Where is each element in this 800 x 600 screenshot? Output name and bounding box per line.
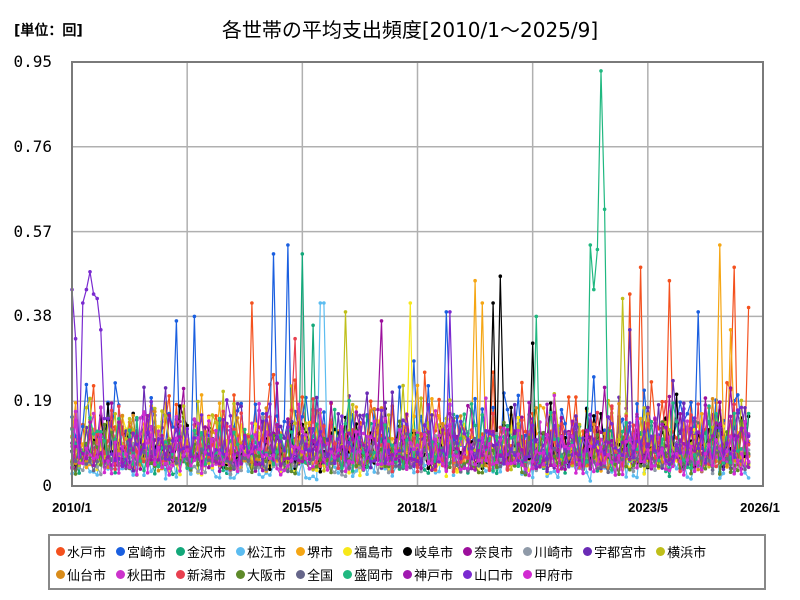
legend-marker-icon [403,547,413,556]
legend: 水戸市 宮崎市 金沢市 松江市 堺市 福島市 岐阜市 奈良市 川崎市 宇都宮市 横浜市 仙台市 秋田市… [48,534,766,590]
legend-item: 宇都宮市 [583,542,646,561]
legend-marker-icon [176,547,186,556]
x-tick-label: 2023/5 [628,500,668,515]
legend-label: 盛岡市 [354,569,394,584]
x-tick-label: 2020/9 [512,500,552,515]
legend-item: 全国 [296,565,333,584]
legend-row: 仙台市 秋田市 新潟市 大阪市 全国 盛岡市 神戸市 山口市 甲府市 [56,563,758,586]
legend-row: 水戸市 宮崎市 金沢市 松江市 堺市 福島市 岐阜市 奈良市 川崎市 宇都宮市 横浜市 [56,540,758,563]
legend-label: 横浜市 [667,546,707,561]
legend-item: 宮崎市 [116,542,166,561]
y-tick-label: 0 [42,476,52,495]
x-tick-label: 2018/1 [397,500,437,515]
legend-item: 川崎市 [523,542,573,561]
legend-label: 岐阜市 [414,546,454,561]
legend-marker-icon [343,570,353,579]
legend-label: 山口市 [474,569,514,584]
legend-item: 大阪市 [236,565,286,584]
legend-marker-icon [523,547,533,556]
legend-label: 仙台市 [67,569,107,584]
legend-label: 金沢市 [187,546,227,561]
unit-label: [単位：回] [14,23,83,39]
legend-label: 全国 [307,569,334,584]
legend-marker-icon [116,570,126,579]
legend-marker-icon [116,547,126,556]
legend-label: 大阪市 [247,569,287,584]
legend-item: 横浜市 [656,542,706,561]
legend-marker-icon [403,570,413,579]
legend-label: 神戸市 [414,569,454,584]
legend-item: 福島市 [343,542,393,561]
legend-marker-icon [296,570,306,579]
legend-item: 奈良市 [463,542,513,561]
legend-marker-icon [523,570,533,579]
legend-label: 宇都宮市 [594,546,647,561]
legend-marker-icon [236,570,246,579]
y-tick-label: 0.57 [13,222,52,241]
legend-marker-icon [56,547,65,556]
legend-item: 仙台市 [56,565,106,584]
legend-label: 福島市 [354,546,394,561]
legend-item: 秋田市 [116,565,166,584]
x-tick-label: 2015/5 [282,500,322,515]
legend-marker-icon [656,547,666,556]
legend-marker-icon [176,570,186,579]
y-tick-label: 0.95 [13,52,52,71]
legend-item: 岐阜市 [403,542,453,561]
legend-marker-icon [236,547,246,556]
chart-title: 各世帯の平均支出頻度[2010/1～2025/9] [221,18,599,42]
legend-marker-icon [583,547,593,556]
legend-label: 川崎市 [534,546,574,561]
legend-item: 盛岡市 [343,565,393,584]
legend-item: 水戸市 [56,542,106,561]
legend-marker-icon [296,547,306,556]
legend-label: 堺市 [307,546,334,561]
legend-item: 松江市 [236,542,286,561]
legend-label: 新潟市 [187,569,227,584]
legend-item: 甲府市 [523,565,573,584]
legend-item: 山口市 [463,565,513,584]
legend-marker-icon [56,570,65,579]
legend-label: 宮崎市 [127,546,167,561]
y-tick-label: 0.19 [13,391,52,410]
y-tick-label: 0.76 [13,137,52,156]
legend-marker-icon [343,547,353,556]
legend-marker-icon [463,547,473,556]
y-tick-label: 0.38 [13,306,52,325]
legend-label: 松江市 [247,546,287,561]
x-tick-label: 2012/9 [167,500,207,515]
legend-label: 奈良市 [474,546,514,561]
plot-frame [71,61,764,487]
x-tick-label: 2026/1 [740,500,780,515]
legend-item: 神戸市 [403,565,453,584]
legend-item: 新潟市 [176,565,226,584]
legend-label: 水戸市 [67,546,107,561]
legend-label: 甲府市 [534,569,574,584]
x-tick-label: 2010/1 [52,500,92,515]
legend-item: 堺市 [296,542,333,561]
legend-item: 金沢市 [176,542,226,561]
series-lines [70,69,751,483]
legend-marker-icon [463,570,473,579]
legend-label: 秋田市 [127,569,167,584]
